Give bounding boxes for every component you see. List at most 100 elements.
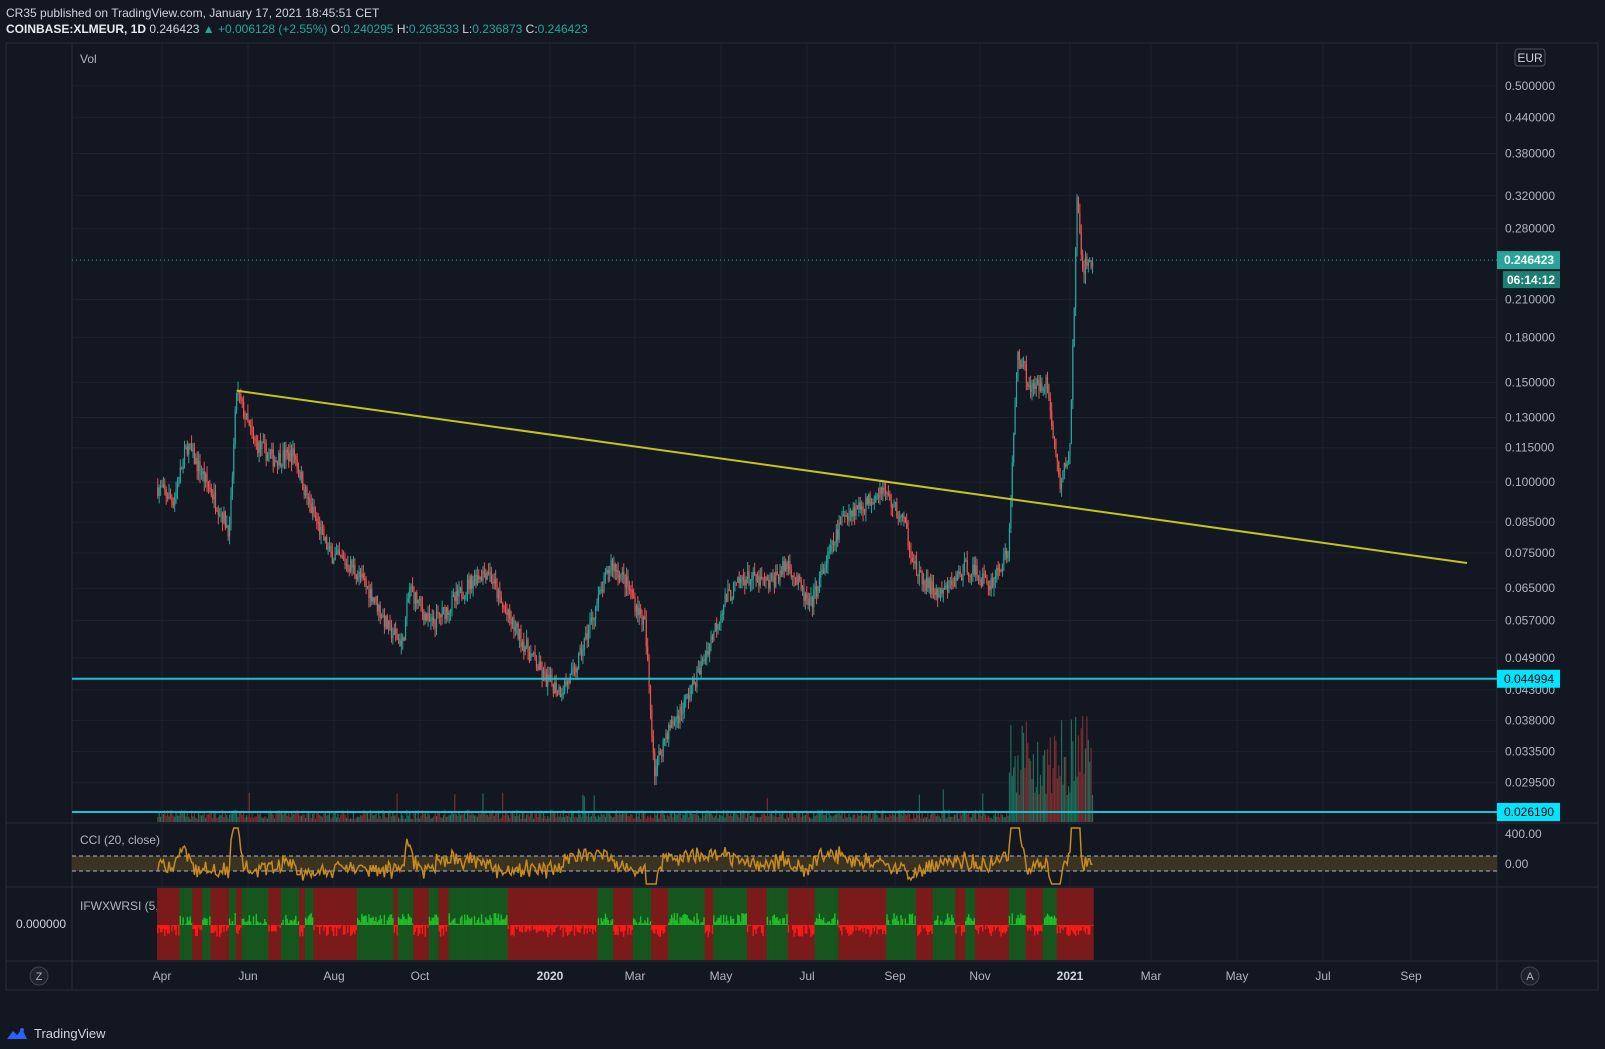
volume-bar (911, 818, 913, 822)
ifw-background (963, 888, 966, 960)
ifw-background (842, 888, 845, 960)
currency-badge[interactable] (1514, 48, 1546, 67)
ifw-bar (956, 925, 959, 927)
candle-body (516, 623, 518, 627)
ifw-bar (648, 923, 651, 925)
ifw-bar (378, 920, 380, 925)
ifw-background (704, 888, 707, 960)
candle-body (632, 596, 635, 598)
ifw-bar (777, 920, 780, 925)
candle-body (168, 492, 170, 499)
candle-body (991, 577, 994, 587)
volume-bar (924, 817, 926, 822)
volume-bar (727, 810, 729, 822)
ifw-bar (228, 918, 231, 925)
ifw-bar (1007, 925, 1010, 928)
candle-body (596, 603, 598, 609)
volume-bar (901, 815, 904, 822)
candle-body (499, 589, 501, 597)
ifw-background (442, 888, 445, 960)
volume-bar (297, 812, 300, 822)
candle-body (640, 608, 642, 614)
candle-body (668, 725, 670, 740)
volume-bar (630, 814, 632, 822)
volume-bar (295, 811, 297, 822)
candle-body (316, 518, 318, 523)
ifw-background (1089, 888, 1091, 960)
ifw-background (168, 888, 171, 960)
ifw-background (535, 888, 538, 960)
ifw-bar (699, 924, 701, 925)
ifw-bar (162, 925, 165, 929)
volume-bar (1063, 757, 1065, 822)
candle-body (876, 494, 878, 497)
close-value: 0.246423 (537, 22, 588, 36)
ifw-bar (476, 920, 479, 925)
volume-bar (931, 812, 933, 822)
ifw-bar (597, 918, 600, 925)
ifw-bar (690, 920, 693, 925)
ifw-background (1063, 888, 1066, 960)
ifw-bar (285, 914, 288, 925)
z-button[interactable] (29, 966, 49, 986)
ifw-bar (219, 925, 221, 937)
ifw-bar (834, 913, 837, 925)
ifw-bar (749, 925, 752, 927)
ifw-background (347, 888, 350, 960)
candle-body (675, 719, 677, 722)
ifw-background (1032, 888, 1035, 960)
candle-body (727, 589, 729, 602)
ifw-background (555, 888, 558, 960)
candle-body (1021, 364, 1023, 368)
ifw-bar (449, 922, 452, 925)
ifw-bar (879, 925, 882, 930)
ifw-background (927, 888, 930, 960)
ifw-background (1028, 888, 1031, 960)
ifw-background (514, 888, 517, 960)
candle-body (855, 505, 857, 516)
ifw-bar (608, 923, 611, 925)
volume-bar (483, 812, 485, 822)
ifw-bar (545, 925, 548, 932)
volume-bar (424, 813, 426, 822)
ifw-bar (949, 921, 952, 925)
high-value: 0.263533 (408, 22, 459, 36)
ifw-bar (791, 925, 794, 930)
ifw-background (516, 888, 518, 960)
ifw-bar (649, 921, 652, 925)
candle-body (178, 482, 180, 484)
volume-bar (255, 816, 257, 822)
candle-body (358, 571, 360, 577)
ifw-background (318, 888, 321, 960)
ifw-background (200, 888, 203, 960)
volume-bar (861, 809, 863, 822)
a-button[interactable] (1520, 966, 1540, 986)
trendline[interactable] (236, 389, 1468, 565)
ifw-background (269, 888, 272, 960)
candle-body (1004, 550, 1006, 555)
ifw-bar (262, 923, 265, 925)
volume-bar (411, 818, 414, 822)
candle-body (599, 590, 601, 595)
volume-bar (530, 811, 532, 822)
ifw-bar (941, 921, 944, 925)
symbol-name[interactable]: COINBASE:XLMEUR, 1D (6, 22, 147, 36)
volume-bar (465, 818, 467, 822)
volume-bar (527, 811, 529, 822)
ifw-background (708, 888, 711, 960)
candle-body (243, 401, 245, 418)
ifw-bar (760, 925, 763, 933)
candle-body (849, 510, 851, 514)
ifw-background (1042, 888, 1045, 960)
candle-body (968, 572, 970, 576)
ifw-background (316, 888, 319, 960)
candle-body (678, 715, 680, 723)
ifw-background (710, 888, 713, 960)
candle-body (576, 668, 578, 673)
candle-body (214, 491, 217, 509)
volume-bar (590, 815, 592, 822)
candle-body (1008, 528, 1011, 552)
candle-body (479, 577, 481, 580)
ifw-bar (188, 920, 190, 925)
